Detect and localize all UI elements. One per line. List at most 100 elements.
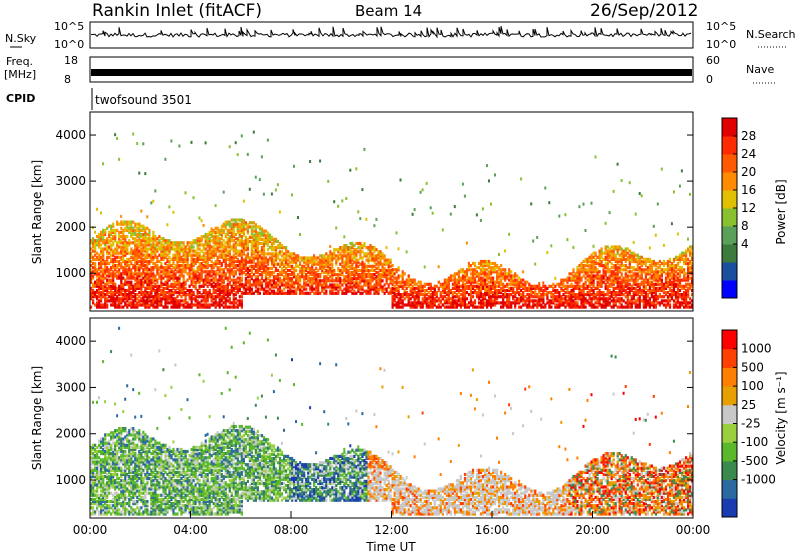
power-echo bbox=[600, 253, 603, 257]
power-echo bbox=[405, 291, 408, 295]
power-echo bbox=[570, 295, 573, 299]
power-echo bbox=[578, 288, 581, 293]
power-echo bbox=[232, 278, 235, 282]
power-echo bbox=[431, 301, 434, 305]
power-echo bbox=[144, 276, 147, 280]
power-echo bbox=[500, 280, 503, 284]
power-echo bbox=[152, 249, 155, 253]
power-echo bbox=[190, 257, 193, 261]
power-echo bbox=[164, 239, 167, 243]
power-echo bbox=[256, 289, 259, 293]
power-echo bbox=[108, 235, 111, 239]
power-echo bbox=[479, 284, 483, 288]
power-echo bbox=[166, 278, 169, 282]
power-echo bbox=[299, 277, 302, 281]
power-echo bbox=[106, 297, 109, 301]
power-echo bbox=[132, 264, 135, 268]
power-echo bbox=[108, 286, 111, 290]
power-echo bbox=[381, 285, 384, 289]
power-echo bbox=[403, 293, 406, 297]
power-echo bbox=[138, 280, 141, 284]
power-echo bbox=[108, 230, 111, 234]
power-echo bbox=[164, 274, 167, 278]
power-echo bbox=[355, 273, 358, 277]
power-echo bbox=[371, 248, 374, 252]
power-echo bbox=[419, 301, 422, 305]
power-echo bbox=[453, 282, 456, 286]
power-echo bbox=[315, 275, 318, 279]
power-echo bbox=[574, 278, 577, 282]
power-echo bbox=[248, 275, 251, 279]
power-echo bbox=[140, 284, 143, 288]
power-echo bbox=[114, 230, 117, 234]
power-echo bbox=[616, 286, 619, 290]
power-echo bbox=[174, 247, 177, 251]
power-echo bbox=[481, 264, 485, 268]
power-echo bbox=[594, 274, 597, 278]
power-echo bbox=[226, 299, 229, 303]
power-echo bbox=[228, 245, 231, 249]
power-echo bbox=[200, 295, 203, 299]
power-echo bbox=[421, 301, 424, 305]
power-echo bbox=[395, 280, 398, 284]
power-echo bbox=[98, 272, 101, 276]
power-echo bbox=[395, 268, 398, 272]
power-echo bbox=[264, 237, 268, 241]
power-echo bbox=[496, 293, 499, 297]
power-echo bbox=[590, 301, 593, 305]
power-echo bbox=[518, 286, 521, 290]
power-echo bbox=[242, 266, 245, 270]
power-echo bbox=[311, 283, 314, 287]
power-echo bbox=[262, 264, 266, 268]
power-echo bbox=[102, 230, 105, 234]
power-echo bbox=[216, 288, 219, 293]
power-echo bbox=[144, 259, 147, 264]
power-echo bbox=[184, 282, 187, 286]
power-echo bbox=[610, 299, 613, 303]
power-echo bbox=[186, 259, 189, 264]
power-echo bbox=[371, 256, 374, 260]
power-echo bbox=[196, 247, 199, 251]
power-echo bbox=[610, 255, 613, 259]
power-echo bbox=[270, 283, 274, 287]
power-echo bbox=[530, 299, 533, 303]
power-echo bbox=[548, 299, 551, 303]
power-echo bbox=[379, 279, 382, 283]
power-echo bbox=[150, 299, 153, 303]
power-echo bbox=[96, 239, 99, 243]
power-echo bbox=[333, 291, 336, 295]
power-echo bbox=[162, 247, 165, 251]
power-echo bbox=[327, 256, 330, 260]
power-echo bbox=[343, 252, 346, 256]
power-echo bbox=[156, 270, 159, 274]
power-echo bbox=[266, 281, 270, 285]
power-echo bbox=[520, 282, 523, 286]
power-echo bbox=[260, 266, 264, 270]
power-echo bbox=[512, 280, 515, 284]
power-echo bbox=[484, 264, 487, 268]
power-echo bbox=[124, 226, 127, 230]
power-echo bbox=[266, 241, 270, 246]
power-echo bbox=[234, 305, 237, 309]
power-echo bbox=[136, 261, 139, 266]
power-echo bbox=[492, 266, 495, 270]
power-echo bbox=[122, 230, 125, 234]
power-echo bbox=[220, 241, 223, 245]
power-echo bbox=[152, 284, 155, 288]
power-echo bbox=[248, 225, 251, 229]
power-echo bbox=[451, 303, 454, 307]
power-echo bbox=[594, 295, 597, 299]
power-echo bbox=[463, 291, 467, 295]
power-echo bbox=[349, 246, 352, 250]
power-echo bbox=[214, 253, 217, 257]
power-echo bbox=[134, 237, 137, 241]
power-echo bbox=[504, 301, 507, 305]
power-echo bbox=[564, 305, 567, 309]
power-echo bbox=[134, 303, 137, 307]
power-echo bbox=[192, 257, 195, 261]
power-echo bbox=[323, 254, 326, 258]
power-echo bbox=[399, 284, 402, 288]
power-echo bbox=[260, 264, 264, 268]
power-echo bbox=[399, 297, 402, 301]
power-echo bbox=[598, 264, 601, 268]
